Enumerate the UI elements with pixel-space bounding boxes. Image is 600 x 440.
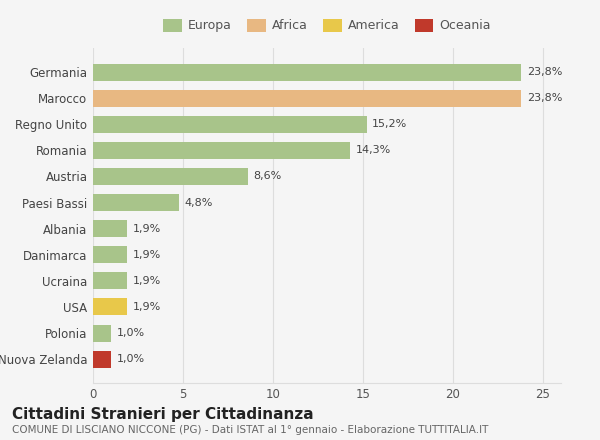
Text: COMUNE DI LISCIANO NICCONE (PG) - Dati ISTAT al 1° gennaio - Elaborazione TUTTIT: COMUNE DI LISCIANO NICCONE (PG) - Dati I… bbox=[12, 425, 488, 436]
Legend: Europa, Africa, America, Oceania: Europa, Africa, America, Oceania bbox=[161, 16, 493, 35]
Text: 1,9%: 1,9% bbox=[133, 224, 161, 234]
Bar bbox=[93, 64, 521, 81]
Text: 1,0%: 1,0% bbox=[116, 328, 145, 338]
Bar bbox=[93, 246, 127, 263]
Bar bbox=[93, 168, 248, 185]
Bar bbox=[93, 194, 179, 211]
Text: 1,9%: 1,9% bbox=[133, 250, 161, 260]
Text: 8,6%: 8,6% bbox=[253, 172, 281, 181]
Text: 15,2%: 15,2% bbox=[372, 119, 407, 129]
Bar bbox=[93, 116, 367, 133]
Bar bbox=[93, 90, 521, 106]
Bar bbox=[93, 325, 111, 341]
Bar bbox=[93, 272, 127, 290]
Text: 4,8%: 4,8% bbox=[185, 198, 213, 208]
Bar bbox=[93, 220, 127, 237]
Text: 23,8%: 23,8% bbox=[527, 67, 562, 77]
Text: 14,3%: 14,3% bbox=[356, 145, 391, 155]
Bar bbox=[93, 298, 127, 315]
Text: 23,8%: 23,8% bbox=[527, 93, 562, 103]
Text: 1,9%: 1,9% bbox=[133, 302, 161, 312]
Text: 1,0%: 1,0% bbox=[116, 354, 145, 364]
Bar bbox=[93, 351, 111, 367]
Bar bbox=[93, 142, 350, 159]
Text: Cittadini Stranieri per Cittadinanza: Cittadini Stranieri per Cittadinanza bbox=[12, 407, 314, 422]
Text: 1,9%: 1,9% bbox=[133, 276, 161, 286]
